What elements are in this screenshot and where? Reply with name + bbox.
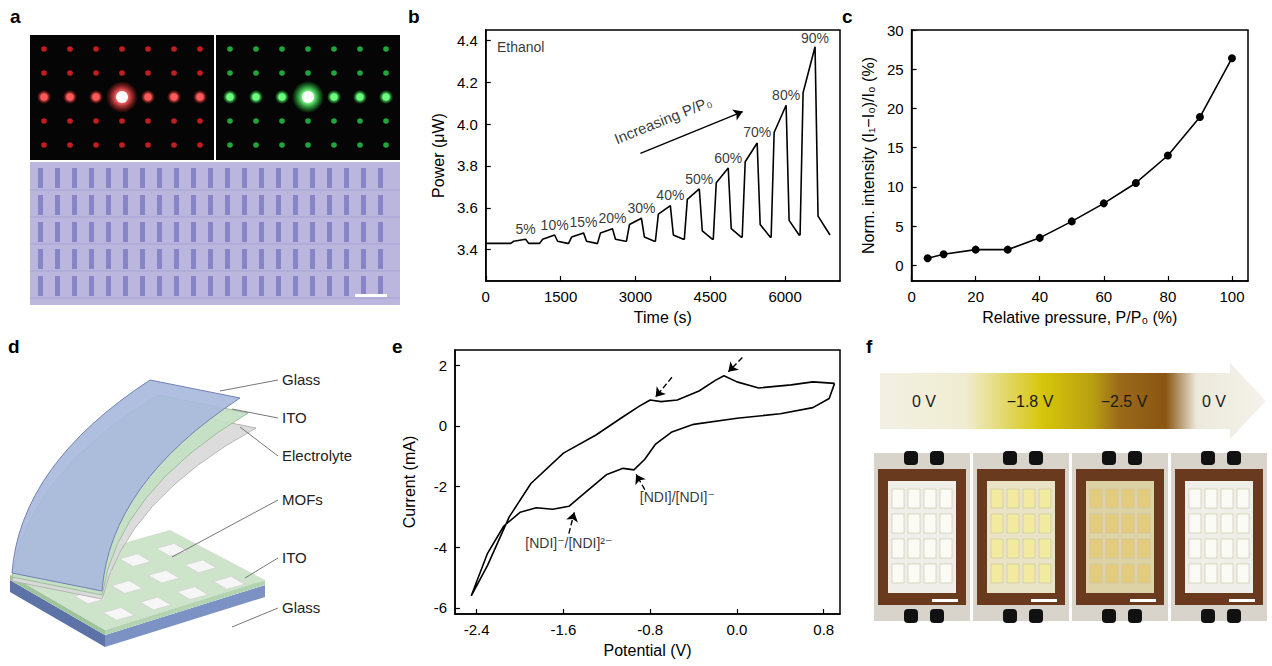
svg-text:80: 80 xyxy=(1160,288,1177,305)
svg-text:20: 20 xyxy=(887,100,904,117)
svg-text:-2: -2 xyxy=(434,478,447,495)
svg-text:0: 0 xyxy=(907,288,915,305)
svg-text:Increasing P/P₀: Increasing P/P₀ xyxy=(612,93,714,148)
svg-text:5: 5 xyxy=(895,218,903,235)
svg-text:6000: 6000 xyxy=(768,288,801,305)
svg-text:Glass: Glass xyxy=(282,371,320,388)
svg-text:100: 100 xyxy=(1219,288,1244,305)
svg-text:Potential (V): Potential (V) xyxy=(603,642,691,659)
svg-text:60%: 60% xyxy=(714,150,742,166)
svg-text:30%: 30% xyxy=(627,200,655,216)
svg-text:70%: 70% xyxy=(743,124,771,140)
svg-text:-6: -6 xyxy=(434,599,447,616)
html-text:d: d xyxy=(8,336,20,357)
svg-text:25: 25 xyxy=(887,61,904,78)
svg-text:0 V: 0 V xyxy=(912,393,936,410)
html-text:c: c xyxy=(842,6,853,27)
svg-text:Time (s): Time (s) xyxy=(634,309,692,326)
svg-text:30: 30 xyxy=(887,22,904,39)
svg-text:Norm. intensity (I₁−I₀)/I₀ (%): Norm. intensity (I₁−I₀)/I₀ (%) xyxy=(860,57,877,254)
svg-text:20%: 20% xyxy=(598,210,626,226)
svg-text:4500: 4500 xyxy=(694,288,727,305)
svg-text:20: 20 xyxy=(967,288,984,305)
svg-text:[NDI]/[NDI]⁻: [NDI]/[NDI]⁻ xyxy=(640,489,715,505)
svg-text:1500: 1500 xyxy=(544,288,577,305)
svg-text:0: 0 xyxy=(482,288,490,305)
svg-text:50%: 50% xyxy=(685,171,713,187)
svg-text:-4: -4 xyxy=(434,539,447,556)
svg-text:−1.8 V: −1.8 V xyxy=(1007,393,1054,410)
svg-text:80%: 80% xyxy=(772,87,800,103)
svg-text:5%: 5% xyxy=(516,221,536,237)
svg-text:90%: 90% xyxy=(801,30,829,46)
svg-text:3.4: 3.4 xyxy=(457,241,478,258)
svg-text:40%: 40% xyxy=(656,187,684,203)
html-text:e: e xyxy=(392,336,403,357)
svg-text:Glass: Glass xyxy=(282,599,320,616)
svg-text:10: 10 xyxy=(887,178,904,195)
svg-text:Relative pressure, P/P₀ (%): Relative pressure, P/P₀ (%) xyxy=(982,309,1177,326)
svg-text:Current (mA): Current (mA) xyxy=(401,436,418,528)
svg-text:0: 0 xyxy=(895,257,903,274)
svg-text:4.0: 4.0 xyxy=(457,116,478,133)
svg-text:10%: 10% xyxy=(541,217,569,233)
html-text:a: a xyxy=(10,6,21,27)
svg-text:-0.8: -0.8 xyxy=(637,621,663,638)
svg-text:3.8: 3.8 xyxy=(457,157,478,174)
svg-text:0: 0 xyxy=(439,417,447,434)
svg-text:Electrolyte: Electrolyte xyxy=(282,447,352,464)
svg-text:-1.6: -1.6 xyxy=(551,621,577,638)
svg-text:Ethanol: Ethanol xyxy=(497,39,544,55)
svg-text:4.2: 4.2 xyxy=(457,74,478,91)
svg-text:0.0: 0.0 xyxy=(727,621,748,638)
svg-text:3000: 3000 xyxy=(619,288,652,305)
svg-text:60: 60 xyxy=(1095,288,1112,305)
svg-text:40: 40 xyxy=(1031,288,1048,305)
svg-text:ITO: ITO xyxy=(282,549,307,566)
html-text:b: b xyxy=(408,6,420,27)
svg-text:MOFs: MOFs xyxy=(282,491,323,508)
svg-text:[NDI]⁻/[NDI]²⁻: [NDI]⁻/[NDI]²⁻ xyxy=(525,535,612,551)
svg-text:4.4: 4.4 xyxy=(457,32,478,49)
svg-text:15: 15 xyxy=(887,139,904,156)
svg-text:0.8: 0.8 xyxy=(813,621,834,638)
svg-text:0 V: 0 V xyxy=(1202,393,1226,410)
html-text:f: f xyxy=(866,336,873,357)
svg-text:-2.4: -2.4 xyxy=(464,621,490,638)
svg-text:−2.5 V: −2.5 V xyxy=(1101,393,1148,410)
svg-text:ITO: ITO xyxy=(282,409,307,426)
svg-text:3.6: 3.6 xyxy=(457,199,478,216)
svg-text:15%: 15% xyxy=(570,214,598,230)
svg-text:Power (μW): Power (μW) xyxy=(430,113,447,198)
svg-text:2: 2 xyxy=(439,357,447,374)
